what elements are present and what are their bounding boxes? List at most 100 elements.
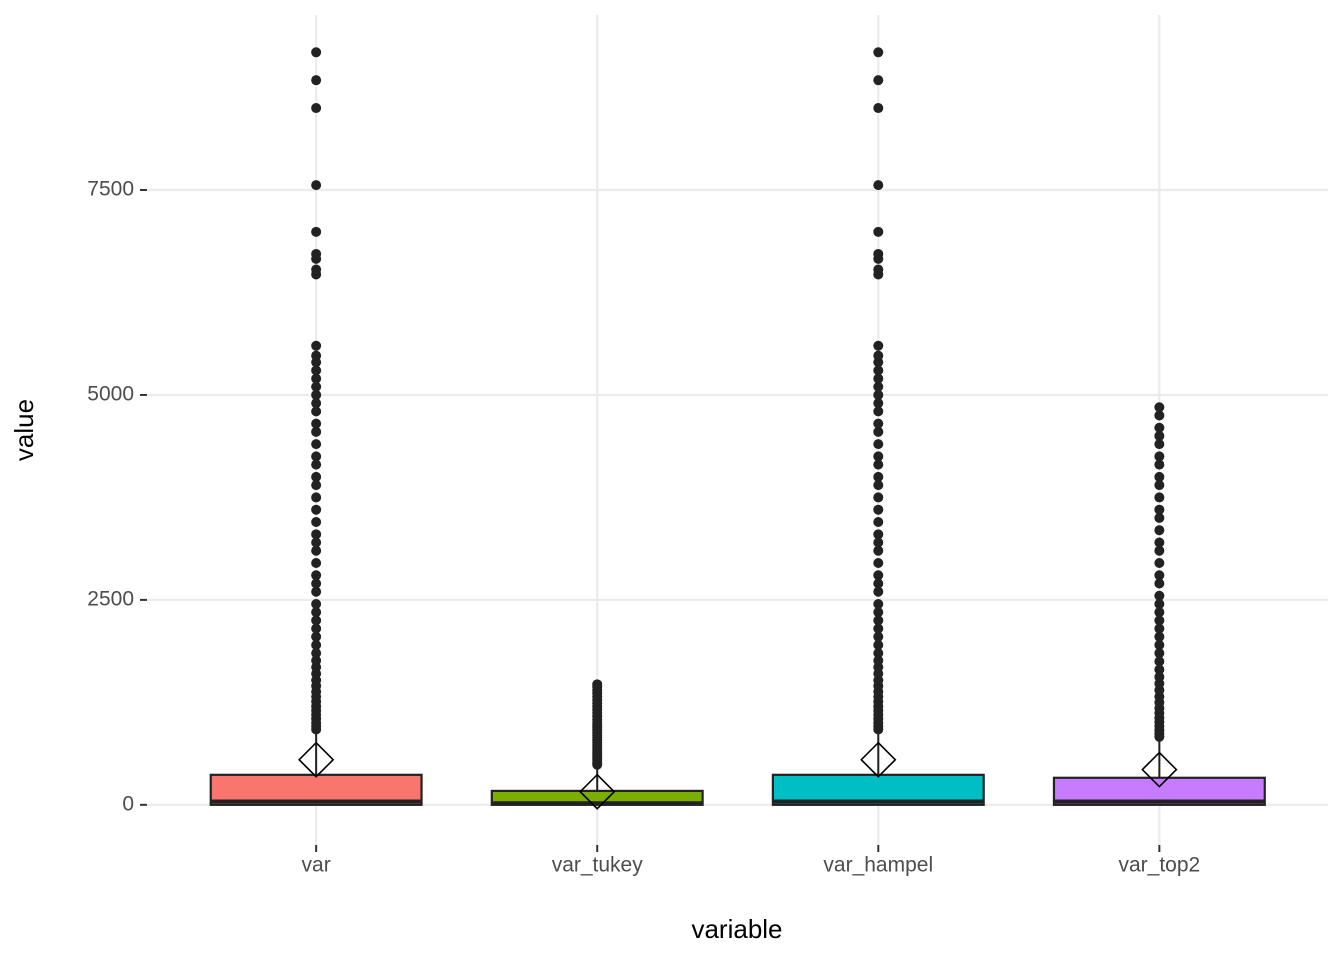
outlier	[311, 439, 322, 450]
outlier	[1154, 422, 1165, 433]
outlier	[873, 226, 884, 237]
outlier	[311, 655, 322, 666]
outlier	[873, 529, 884, 540]
outlier	[1154, 459, 1165, 470]
outlier	[311, 389, 322, 400]
outlier	[873, 648, 884, 659]
outlier	[1154, 664, 1165, 675]
mean-marker	[860, 741, 897, 778]
outlier	[1154, 578, 1165, 589]
x-axis-title: variable	[691, 914, 782, 944]
outlier	[1154, 402, 1165, 413]
outlier	[311, 406, 322, 417]
outlier	[311, 623, 322, 634]
y-tick-label: 2500	[87, 587, 134, 610]
outlier	[873, 517, 884, 528]
outlier	[311, 365, 322, 376]
outlier	[311, 504, 322, 515]
outlier	[1154, 671, 1165, 682]
x-tick-label: var_hampel	[823, 854, 933, 877]
outlier	[311, 180, 322, 191]
outlier	[311, 451, 322, 462]
outlier	[1154, 492, 1165, 503]
outlier	[873, 103, 884, 114]
outlier	[1154, 410, 1165, 421]
outlier	[873, 504, 884, 515]
x-tick-label: var	[302, 854, 331, 877]
outlier	[873, 655, 884, 666]
outlier	[311, 426, 322, 437]
outlier	[311, 517, 322, 528]
outlier	[311, 648, 322, 659]
outlier	[873, 350, 884, 361]
outlier	[311, 537, 322, 548]
outlier	[311, 615, 322, 626]
outlier	[311, 639, 322, 650]
outlier	[311, 381, 322, 392]
outlier	[873, 586, 884, 597]
outlier	[873, 451, 884, 462]
outlier	[873, 607, 884, 618]
outlier	[873, 365, 884, 376]
outlier	[873, 570, 884, 581]
outlier	[873, 426, 884, 437]
outlier	[873, 615, 884, 626]
y-axis-title: value	[9, 399, 39, 461]
outlier	[311, 248, 322, 259]
outlier	[1154, 558, 1165, 569]
outlier	[311, 570, 322, 581]
outlier	[873, 389, 884, 400]
outlier	[873, 578, 884, 589]
outlier	[1154, 656, 1165, 667]
y-tick-label: 0	[122, 792, 134, 815]
outlier	[1154, 451, 1165, 462]
outlier	[873, 545, 884, 556]
outlier	[311, 75, 322, 86]
outlier	[873, 340, 884, 351]
outlier	[311, 418, 322, 429]
outlier	[311, 373, 322, 384]
mean-marker	[579, 773, 616, 810]
outlier	[873, 558, 884, 569]
x-tick-label: var_tukey	[552, 854, 644, 877]
outlier	[1154, 439, 1165, 450]
outlier	[1154, 631, 1165, 642]
outlier	[873, 480, 884, 491]
mean-marker	[298, 741, 335, 778]
outlier	[873, 639, 884, 650]
outlier	[311, 558, 322, 569]
outlier	[311, 545, 322, 556]
outlier	[873, 418, 884, 429]
outlier	[1154, 607, 1165, 618]
outlier	[311, 471, 322, 482]
mean-marker	[1141, 751, 1178, 788]
outlier	[1154, 639, 1165, 650]
outlier	[873, 381, 884, 392]
outlier	[1154, 615, 1165, 626]
outlier	[873, 459, 884, 470]
outlier	[1154, 480, 1165, 491]
outlier	[311, 492, 322, 503]
outlier	[1154, 512, 1165, 523]
y-tick-label: 7500	[87, 178, 134, 201]
outlier	[1154, 545, 1165, 556]
outlier	[1154, 537, 1165, 548]
outlier	[873, 373, 884, 384]
outlier	[873, 471, 884, 482]
outlier	[311, 103, 322, 114]
outlier	[873, 492, 884, 503]
outlier	[311, 529, 322, 540]
outlier	[311, 586, 322, 597]
outlier	[873, 406, 884, 417]
outlier	[873, 398, 884, 409]
outlier	[311, 480, 322, 491]
outlier	[1154, 430, 1165, 441]
outlier	[1154, 623, 1165, 634]
outlier	[873, 598, 884, 609]
outlier	[311, 598, 322, 609]
outlier	[873, 623, 884, 634]
y-tick-label: 5000	[87, 383, 134, 406]
outlier	[311, 350, 322, 361]
outlier	[1154, 525, 1165, 536]
outlier	[873, 537, 884, 548]
